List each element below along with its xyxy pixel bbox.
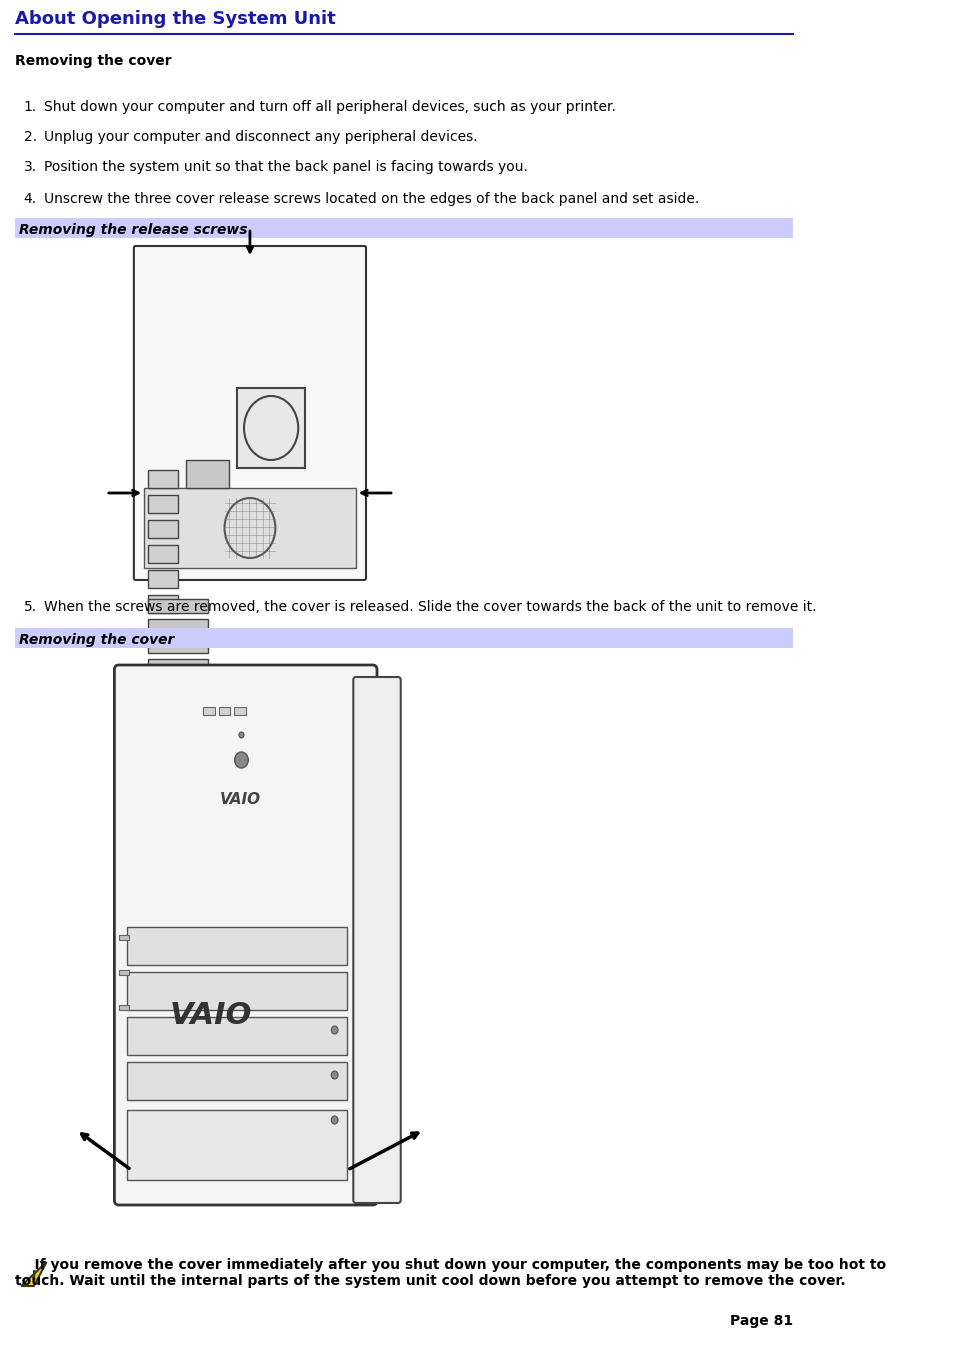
Text: 3.: 3. xyxy=(24,159,37,174)
Circle shape xyxy=(331,1025,337,1034)
Text: When the screws are removed, the cover is released. Slide the cover towards the : When the screws are removed, the cover i… xyxy=(44,600,816,613)
Bar xyxy=(148,570,178,588)
Bar xyxy=(186,459,229,488)
Text: 5.: 5. xyxy=(24,600,37,613)
Bar xyxy=(148,520,178,538)
Bar xyxy=(218,707,231,715)
Bar xyxy=(148,544,178,563)
Circle shape xyxy=(238,732,244,738)
Text: 2.: 2. xyxy=(24,130,37,145)
Bar xyxy=(127,1017,347,1055)
Bar xyxy=(276,698,302,708)
Bar xyxy=(118,970,129,975)
Bar xyxy=(148,494,178,513)
Bar xyxy=(127,927,347,965)
Bar xyxy=(127,971,347,1011)
Text: 1.: 1. xyxy=(24,100,37,113)
Bar xyxy=(148,619,208,634)
Circle shape xyxy=(331,1071,337,1079)
Bar xyxy=(148,659,208,673)
Text: Position the system unit so that the back panel is facing towards you.: Position the system unit so that the bac… xyxy=(44,159,527,174)
Text: touch. Wait until the internal parts of the system unit cool down before you att: touch. Wait until the internal parts of … xyxy=(15,1274,845,1288)
Text: VAIO: VAIO xyxy=(170,1001,252,1029)
Bar xyxy=(237,388,305,467)
Text: About Opening the System Unit: About Opening the System Unit xyxy=(15,9,335,28)
Bar xyxy=(148,470,178,488)
Bar xyxy=(148,639,208,653)
Bar xyxy=(144,488,355,567)
Bar xyxy=(118,935,129,940)
Text: Page 81: Page 81 xyxy=(729,1315,792,1328)
FancyBboxPatch shape xyxy=(353,677,400,1202)
Text: Removing the release screws: Removing the release screws xyxy=(19,223,247,236)
Circle shape xyxy=(331,1116,337,1124)
Polygon shape xyxy=(21,1262,47,1286)
Bar xyxy=(203,707,215,715)
Bar xyxy=(127,1062,347,1100)
Text: VAIO: VAIO xyxy=(220,793,261,808)
Bar xyxy=(15,628,792,648)
Text: !: ! xyxy=(30,1269,37,1283)
Bar xyxy=(148,598,208,613)
Bar xyxy=(148,698,173,708)
Bar xyxy=(118,1005,129,1011)
Text: Shut down your computer and turn off all peripheral devices, such as your printe: Shut down your computer and turn off all… xyxy=(44,100,616,113)
Text: If you remove the cover immediately after you shut down your computer, the compo: If you remove the cover immediately afte… xyxy=(15,1258,885,1273)
Bar xyxy=(233,707,246,715)
Text: Unplug your computer and disconnect any peripheral devices.: Unplug your computer and disconnect any … xyxy=(44,130,477,145)
Text: 4.: 4. xyxy=(24,192,37,205)
FancyBboxPatch shape xyxy=(133,246,366,580)
Text: Unscrew the three cover release screws located on the edges of the back panel an: Unscrew the three cover release screws l… xyxy=(44,192,699,205)
FancyBboxPatch shape xyxy=(114,665,376,1205)
Text: Removing the cover: Removing the cover xyxy=(15,54,172,68)
Bar xyxy=(213,698,238,708)
Bar xyxy=(148,594,178,613)
Bar xyxy=(15,218,792,238)
Text: Removing the cover: Removing the cover xyxy=(19,634,173,647)
Circle shape xyxy=(234,753,248,767)
Bar xyxy=(127,1111,347,1179)
Bar xyxy=(245,698,270,708)
Bar xyxy=(180,698,206,708)
